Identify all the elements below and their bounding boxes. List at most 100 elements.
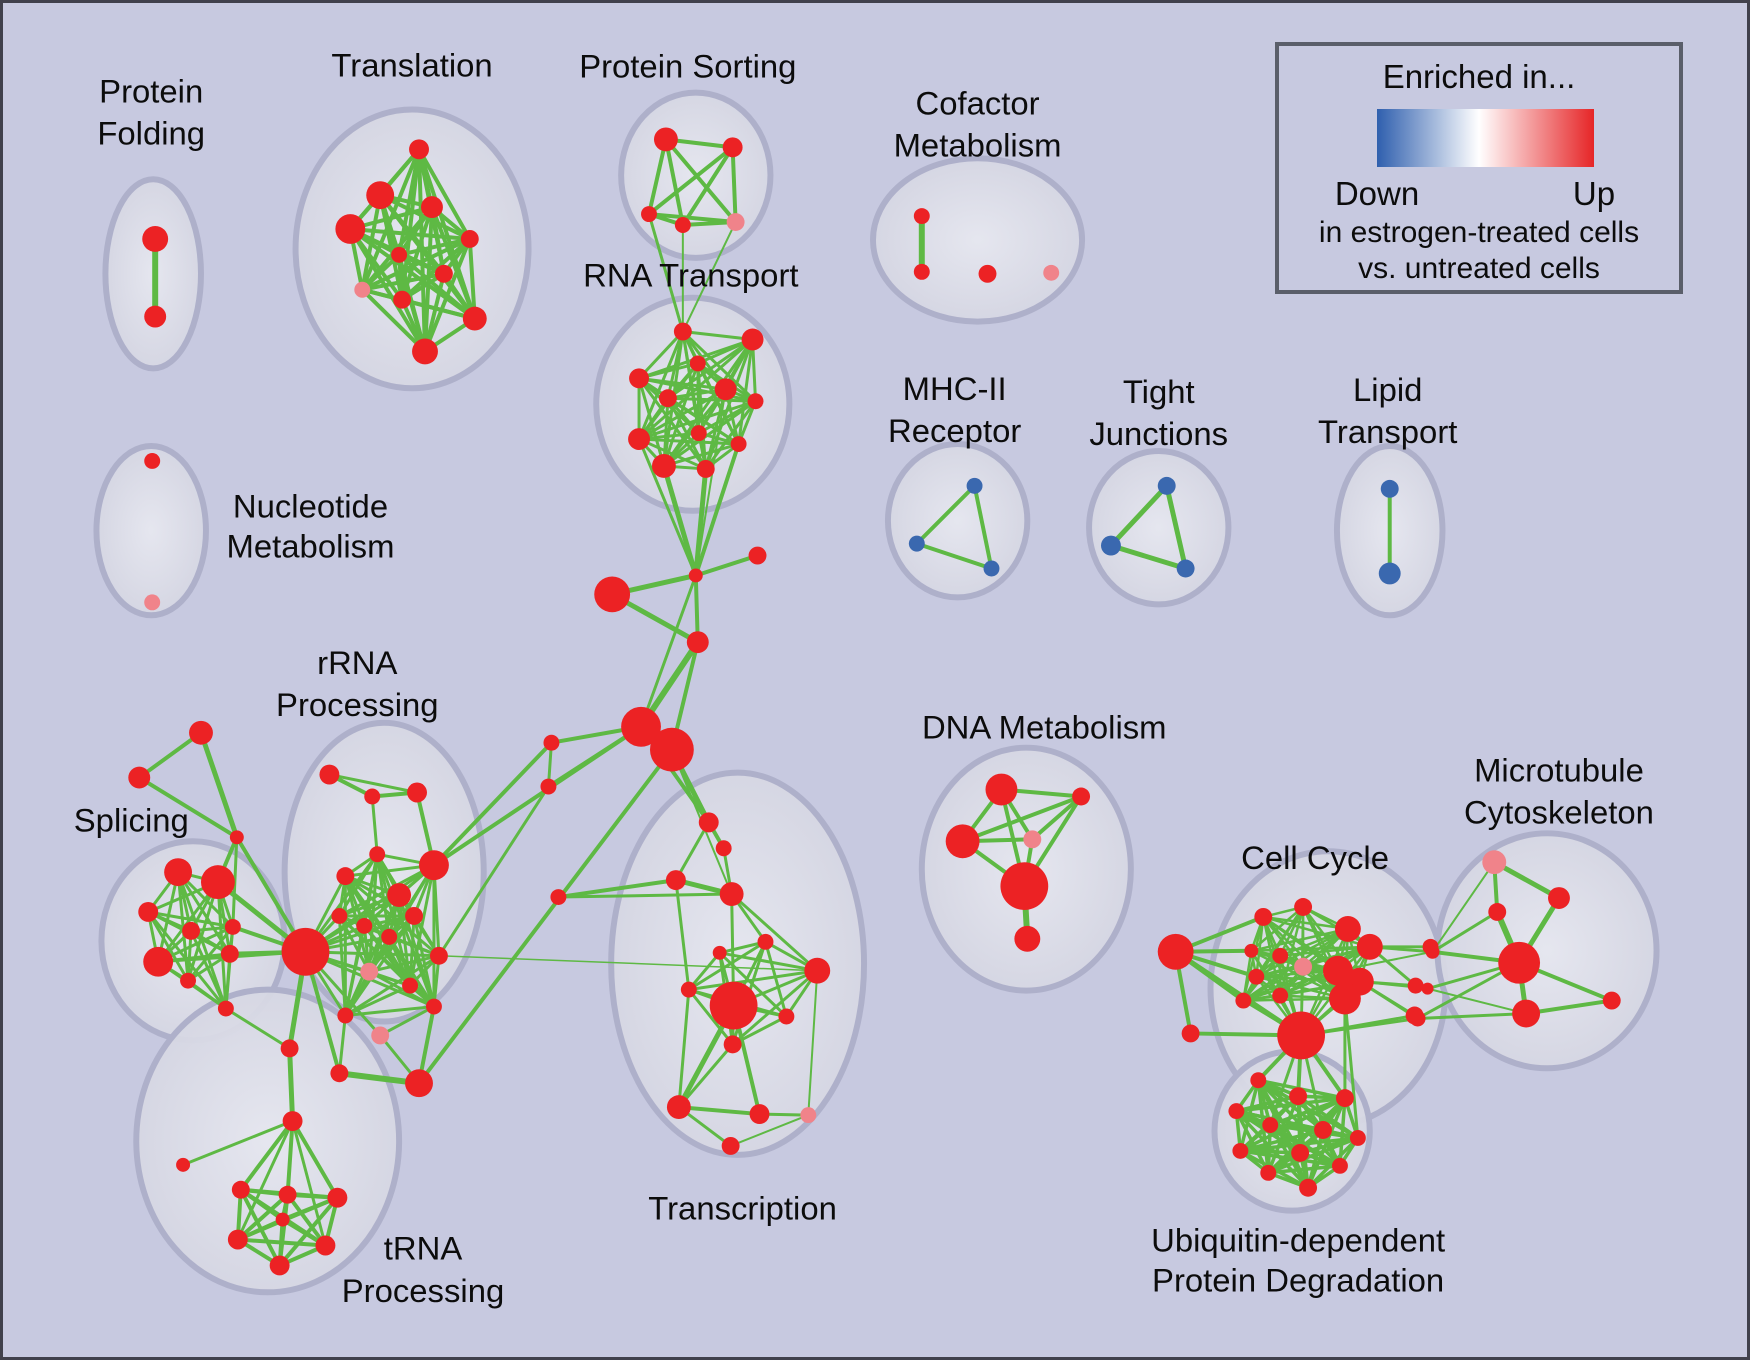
node-tc2 [712,945,727,960]
node-hubL [594,576,631,613]
cluster-cofactor-metabolism [870,155,1086,325]
edge [367,954,441,974]
node-d1 [280,1039,299,1058]
node-rt3 [689,355,706,372]
node-d2 [282,1111,303,1132]
cluster-label-cofactor-metabolism: Cofactor [915,85,1039,122]
node-r13 [429,946,448,965]
node-mc1 [1425,944,1440,959]
cluster-label-rna-transport: RNA Transport [583,257,798,294]
cluster-label-protein-folding: Protein [99,73,203,110]
edge [637,376,708,471]
node-tc9 [800,1107,817,1124]
edge [687,940,767,992]
node-dm1 [985,773,1018,806]
node-u1 [231,1180,250,1199]
node-tc7 [666,1095,691,1120]
edge [674,820,711,882]
edge [696,361,708,471]
node-mt4 [1498,941,1541,984]
edge [666,338,755,400]
edge [693,573,700,645]
node-cm3 [978,264,997,283]
edge [397,236,472,257]
edge [291,1119,327,1247]
node-s5 [224,918,241,935]
node-u2 [278,1185,297,1204]
legend-gradient-bar [1377,109,1594,167]
edge [661,463,699,578]
edge [327,773,419,794]
edge [1173,949,1304,1038]
edge [687,988,735,1046]
edge [348,227,427,354]
node-t7 [434,264,453,283]
node-cc16 [1407,977,1424,994]
node-r3 [407,782,427,803]
edge [370,794,379,856]
node-cc6 [1272,947,1289,964]
node-u6 [269,1255,290,1276]
edge [556,878,678,900]
edge [1524,998,1614,1016]
edge [687,951,722,992]
edge [687,969,819,992]
node-mt1 [1482,850,1507,875]
edge [235,1192,290,1242]
node-c1 [698,812,719,833]
edge [137,730,203,780]
node-s4 [182,921,200,940]
node-r20 [405,1069,433,1098]
node-r4 [369,846,386,863]
node-r8 [405,906,424,925]
edge [1250,905,1305,953]
edge [637,437,741,446]
node-t5 [460,229,479,248]
node-s1 [164,858,193,887]
edge [431,724,644,868]
node-tj2 [1100,535,1121,556]
node-tc6 [723,1035,742,1054]
cluster-label-mhc-ii-receptor: Receptor [888,412,1021,449]
node-dm6 [1014,925,1041,952]
node-s10 [217,1000,234,1017]
edge [1266,1164,1342,1175]
edge [1238,1128,1325,1153]
edge [146,910,190,983]
edge [438,955,819,972]
node-hubA [621,706,661,747]
edge [737,338,755,446]
node-r10 [356,917,373,934]
edge [637,330,685,441]
node-ub8 [1232,1142,1249,1159]
node-s6 [143,946,174,977]
edge [647,212,685,334]
node-mc2 [1421,982,1434,995]
node-iso [176,1157,191,1172]
edge [1343,997,1360,1140]
edge [337,1014,347,1075]
edge [1250,945,1372,953]
node-r19 [330,1064,349,1083]
node-t4 [335,214,366,244]
node-u4 [227,1229,248,1250]
edge [1242,965,1305,1002]
cluster-label-tight-junctions: Tight [1123,373,1195,410]
node-rt6 [714,378,737,401]
node-r2 [364,788,381,805]
edge [146,910,235,929]
edge [914,483,977,546]
edge [1242,969,1340,1002]
node-tj1 [1157,476,1176,495]
cluster-label-protein-folding: Folding [97,114,205,151]
node-rt2 [741,328,764,351]
cluster-microtubule-cytoskeleton [1434,830,1660,1072]
edge [360,236,472,292]
edge [348,227,472,241]
edge [647,137,668,217]
node-ub6 [1314,1121,1332,1139]
node-tj3 [1176,559,1195,578]
edge [556,892,734,899]
edge [1262,915,1350,931]
edge [423,271,446,354]
